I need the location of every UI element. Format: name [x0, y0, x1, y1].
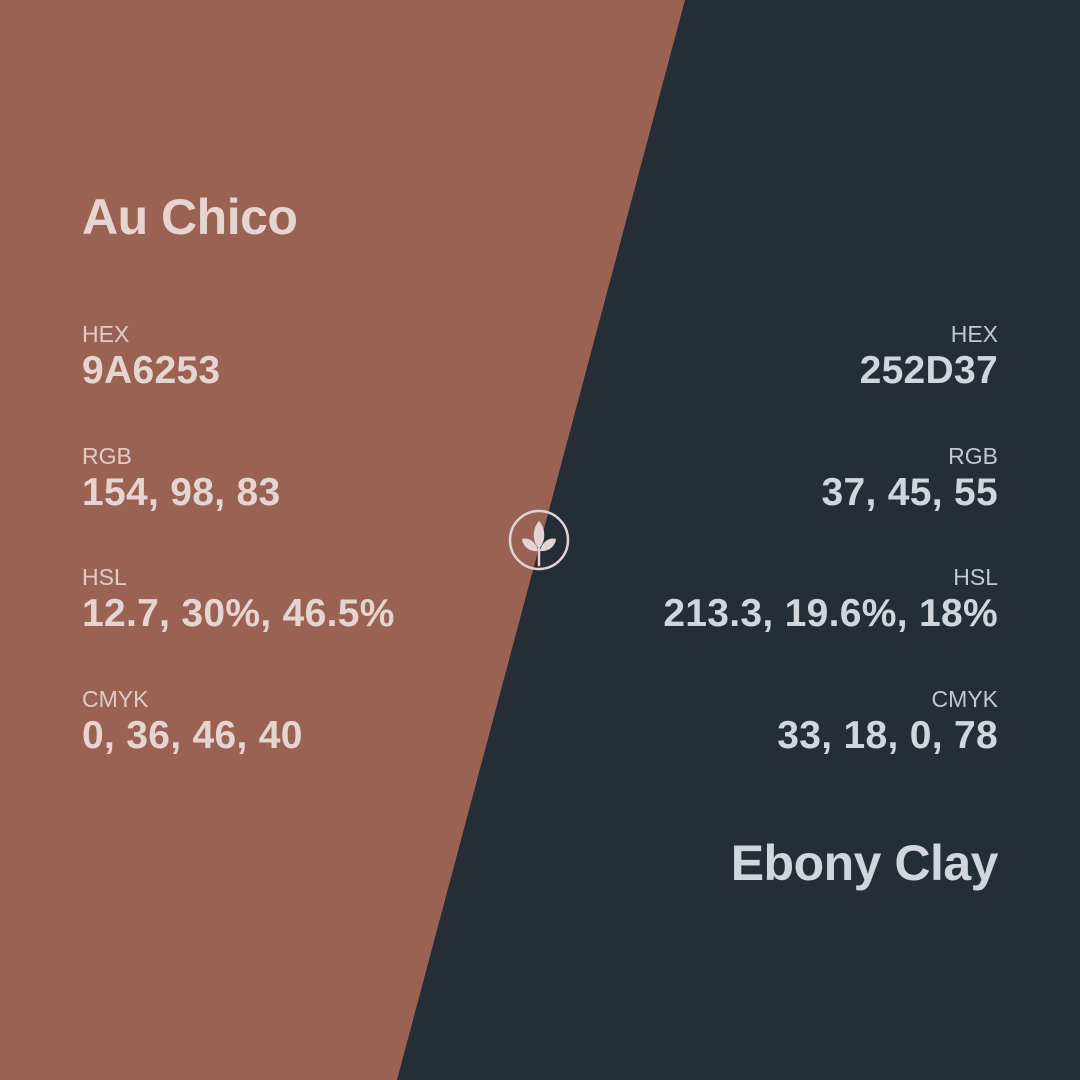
left-hex-label: HEX — [82, 321, 130, 347]
right-rgb-value: 37, 45, 55 — [821, 470, 998, 514]
left-color-panel: Au Chico HEX 9A6253 RGB 154, 98, 83 HSL … — [82, 0, 542, 1080]
left-hsl-label: HSL — [82, 564, 127, 590]
right-hex-label: HEX — [950, 321, 998, 347]
left-hex-block: HEX 9A6253 — [82, 320, 542, 442]
left-cmyk-value: 0, 36, 46, 40 — [82, 713, 303, 757]
right-hex-value: 252D37 — [859, 349, 998, 392]
left-color-swatch — [0, 0, 685, 1080]
right-hsl-block: HSL 213.3, 19.6%, 18% — [538, 563, 998, 685]
right-cmyk-label: CMYK — [931, 685, 998, 712]
right-color-panel: HEX 252D37 RGB 37, 45, 55 HSL 213.3, 19.… — [538, 0, 998, 1080]
left-color-name: Au Chico — [82, 189, 298, 245]
right-rgb-block: RGB 37, 45, 55 — [538, 442, 998, 564]
right-cmyk-value: 33, 18, 0, 78 — [777, 713, 998, 757]
right-hsl-value: 213.3, 19.6%, 18% — [663, 592, 998, 635]
left-hsl-value: 12.7, 30%, 46.5% — [82, 592, 395, 635]
left-rgb-label: RGB — [82, 442, 132, 469]
right-hsl-label: HSL — [953, 564, 998, 590]
right-rgb-label: RGB — [948, 442, 998, 469]
right-color-specs: HEX 252D37 RGB 37, 45, 55 HSL 213.3, 19.… — [538, 320, 998, 806]
left-rgb-block: RGB 154, 98, 83 — [82, 442, 542, 564]
left-cmyk-label: CMYK — [82, 685, 149, 712]
left-hex-value: 9A6253 — [82, 349, 221, 392]
left-rgb-value: 154, 98, 83 — [82, 470, 281, 514]
left-color-specs: HEX 9A6253 RGB 154, 98, 83 HSL 12.7, 30%… — [82, 320, 542, 806]
left-hsl-block: HSL 12.7, 30%, 46.5% — [82, 563, 542, 685]
leaf-sprout-icon — [508, 509, 570, 571]
right-hex-block: HEX 252D37 — [538, 320, 998, 442]
left-cmyk-block: CMYK 0, 36, 46, 40 — [82, 685, 542, 807]
right-color-name: Ebony Clay — [730, 835, 999, 891]
right-cmyk-block: CMYK 33, 18, 0, 78 — [538, 685, 998, 807]
